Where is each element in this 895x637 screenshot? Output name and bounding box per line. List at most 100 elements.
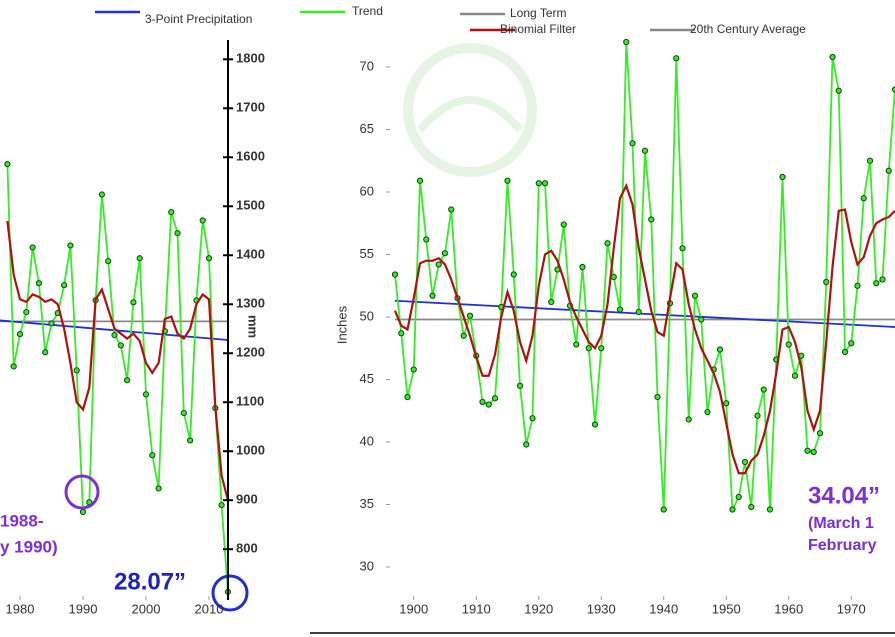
annotation: 1988- [0, 511, 43, 530]
series-line [394, 299, 895, 328]
y-tick-label: 50 [360, 308, 374, 323]
data-point [416, 177, 424, 184]
data-point [716, 346, 724, 353]
x-tick-label: 1920 [524, 601, 553, 616]
data-point [510, 271, 517, 278]
data-point [187, 437, 194, 444]
data-point [635, 308, 642, 316]
y-tick-label: 30 [360, 558, 374, 573]
data-point [429, 292, 436, 299]
data-point [754, 412, 761, 419]
data-point [124, 377, 131, 384]
data-point [142, 391, 150, 398]
data-point [854, 282, 861, 289]
data-point [785, 341, 792, 348]
data-point [67, 242, 74, 249]
data-point [10, 363, 17, 370]
data-point [485, 401, 492, 408]
data-point [735, 493, 742, 501]
y-tick-label: 1200 [236, 345, 265, 360]
data-point [29, 244, 36, 251]
data-point [168, 209, 175, 216]
data-point [435, 261, 442, 268]
data-point [623, 38, 630, 46]
series-line [393, 182, 895, 475]
y-tick-label: 65 [360, 121, 374, 136]
data-point [218, 502, 225, 509]
data-point [885, 167, 892, 174]
data-point [679, 245, 686, 252]
data-point [741, 458, 749, 466]
data-point [42, 349, 49, 356]
highlight-circle [64, 474, 100, 510]
data-point [573, 341, 580, 348]
data-point [579, 263, 586, 271]
data-point [466, 312, 474, 319]
data-point [35, 280, 43, 287]
legend-label: Trend [352, 4, 383, 18]
data-point [404, 393, 411, 401]
legend-label: Binomial Filter [500, 22, 576, 36]
data-point [73, 367, 80, 374]
x-tick-label: 1980 [6, 601, 35, 616]
data-point [660, 506, 667, 513]
data-point [423, 236, 430, 243]
left-plot [0, 161, 232, 595]
data-point [816, 430, 824, 437]
data-point [823, 278, 830, 286]
data-point [4, 161, 11, 168]
data-point [891, 86, 895, 93]
data-point [205, 255, 213, 262]
data-point [174, 230, 181, 237]
series-line [6, 220, 229, 501]
data-point [61, 282, 68, 289]
data-point [48, 320, 55, 327]
data-point [729, 506, 736, 513]
data-point [866, 157, 874, 164]
data-point [448, 206, 455, 213]
y-tick-label: 1100 [236, 394, 264, 409]
data-point [391, 271, 399, 278]
data-point [130, 299, 137, 306]
data-point [654, 393, 661, 401]
y-tick-label: 1300 [236, 296, 265, 311]
data-point [410, 366, 417, 373]
overlay: 1988- y 1990) 28.07” 34.04” (March 1 Feb… [0, 4, 880, 616]
y-tick-label: 70 [360, 58, 374, 73]
data-point [460, 332, 467, 339]
data-point [548, 298, 555, 306]
x-tick-label: 1900 [399, 601, 428, 616]
x-tick-label: 1960 [774, 601, 803, 616]
x-tick-label: 1990 [69, 601, 98, 616]
x-tick-label: 1970 [837, 601, 866, 616]
data-point [629, 140, 636, 147]
annotation: 28.07” [114, 568, 186, 595]
data-point [704, 408, 711, 416]
y-tick-label: 1600 [236, 149, 265, 164]
data-point [673, 55, 680, 62]
data-point [516, 382, 524, 389]
data-point [523, 441, 530, 448]
data-point [779, 173, 786, 181]
y-tick-label: 40 [360, 433, 374, 448]
data-point [79, 508, 87, 516]
y-tick-label: 1000 [236, 443, 265, 458]
highlight-circle [211, 574, 249, 612]
data-point [873, 280, 880, 287]
x-tick-label: 2000 [132, 601, 161, 616]
annotation: February [808, 537, 877, 554]
y-tick-label: 1700 [236, 100, 265, 115]
data-point [491, 395, 499, 402]
y-tick-label: 1400 [236, 247, 265, 262]
data-point [541, 180, 549, 187]
data-point [23, 308, 30, 316]
annotation: 34.04” [808, 482, 880, 509]
legend-label: Long Term [510, 6, 566, 20]
data-point [535, 180, 542, 187]
data-point [398, 330, 405, 337]
data-point [149, 452, 156, 459]
data-point [180, 409, 187, 417]
data-point [16, 331, 24, 338]
y-tick-label: 35 [360, 496, 374, 511]
